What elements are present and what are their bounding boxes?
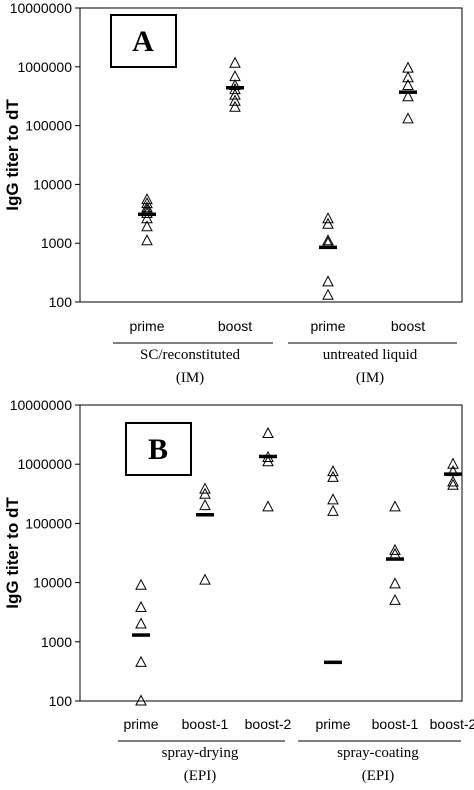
mean-bar [132,633,150,637]
mean-bar [226,86,244,90]
panel-label-box [110,14,177,68]
panel-label: A [132,25,154,58]
mean-bar [444,472,462,476]
data-point [141,201,153,213]
data-point [322,212,334,224]
y-tick-label: 1000000 [17,456,72,472]
category-label: prime [310,318,345,334]
data-point [402,112,414,124]
data-point [135,655,147,667]
data-point [447,478,459,490]
data-point [199,573,211,585]
data-point [135,694,147,706]
category-label: prime [123,716,158,732]
data-point [141,193,153,205]
data-point [322,234,334,246]
category-label: boost-1 [372,716,419,732]
data-point [447,457,459,469]
group-label: untreated liquid [323,347,418,363]
y-tick-label: 10000000 [10,0,73,16]
y-tick-label: 10000000 [10,397,73,413]
data-point [135,600,147,612]
group-sublabel: (IM) [176,370,204,386]
y-tick-label: 1000 [41,634,72,650]
data-point [402,71,414,83]
mean-bar [386,557,404,561]
plot-frame [79,7,463,303]
data-point [262,426,274,439]
data-point [402,61,414,73]
data-point [262,500,274,512]
data-point [327,465,339,477]
data-point [229,100,241,112]
category-label: boost [391,318,425,334]
y-tick-label: 1000 [41,235,72,251]
data-point [229,56,241,68]
data-point [141,234,153,246]
panel-label: B [148,433,168,466]
category-label: boost-2 [430,716,474,732]
mean-bar [319,245,337,250]
data-point [262,455,274,467]
data-point [229,88,241,100]
data-point [389,547,401,559]
data-point [402,78,414,91]
data-point [447,475,459,487]
mean-bar [259,454,277,459]
data-point [199,499,211,511]
group-label: spray-coating [337,745,419,761]
data-point [141,220,153,232]
mean-bar [138,212,156,217]
data-point [135,578,147,590]
y-axis-label: IgG titer to dT [3,497,22,609]
data-point [327,493,339,505]
category-label: prime [315,716,350,732]
y-tick-label: 1000000 [17,59,72,75]
category-label: boost [218,318,252,334]
y-tick-label: 10000 [33,176,72,192]
data-point [135,617,147,629]
plot-frame [79,404,463,702]
data-point [389,593,401,605]
data-point [389,500,401,512]
data-point [327,470,339,482]
data-point [199,487,211,499]
data-point [322,217,334,229]
group-sublabel: (IM) [356,370,384,386]
category-label: prime [129,318,164,334]
data-point [327,504,339,516]
y-axis-label: IgG titer to dT [3,99,22,211]
group-label: SC/reconstituted [140,347,240,363]
mean-bar [196,512,214,517]
y-tick-label: 100000 [25,118,72,134]
group-sublabel: (EPI) [362,768,395,784]
data-point [141,212,153,224]
data-point [402,90,414,102]
panel-a: 100 1000 10000 100000 1000000 10000000 IgG tit… [3,0,463,386]
y-tick-label: 100 [49,693,73,709]
group-label: spray-drying [162,745,239,761]
y-tick-label: 100 [49,294,73,310]
mean-bar [399,90,417,94]
y-tick-label: 100000 [25,515,72,531]
mean-bar [324,660,342,665]
y-tick-label: 10000 [33,575,72,591]
data-point [229,94,241,106]
group-sublabel: (EPI) [184,768,217,784]
data-point [199,482,211,494]
panel-b: 100 1000 10000 100000 1000000 10000000 IgG tit… [3,397,474,784]
data-point [322,288,334,300]
data-point [389,577,401,589]
data-point [322,275,334,287]
category-label: boost-2 [245,716,292,732]
data-point [389,543,401,555]
panel-label-box [125,422,192,476]
category-label: boost-1 [182,716,229,732]
